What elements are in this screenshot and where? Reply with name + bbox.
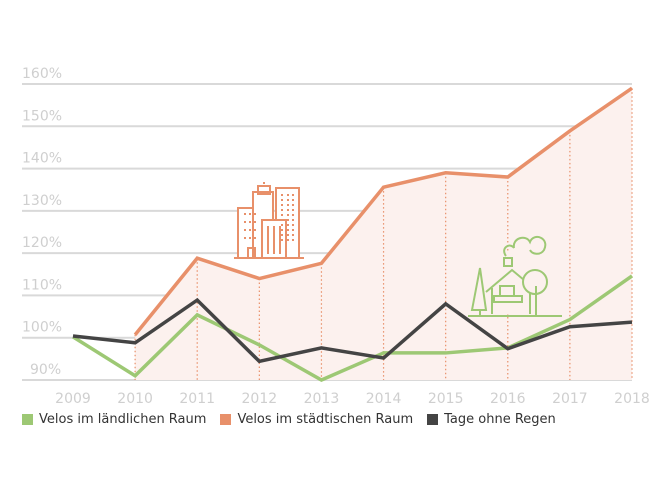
x-tick-label: 2017 — [552, 391, 588, 407]
y-tick-label: 110% — [22, 277, 62, 293]
legend-label: Velos im ländlichen Raum — [39, 412, 207, 427]
x-tick-label: 2016 — [490, 391, 526, 407]
y-tick-label: 130% — [22, 193, 62, 209]
legend-swatch — [427, 414, 439, 425]
y-tick-label: 120% — [22, 235, 62, 251]
legend-label: Tage ohne Regen — [444, 412, 556, 427]
legend-swatch — [22, 414, 33, 425]
x-tick-label: 2018 — [614, 391, 650, 407]
legend-label: Velos im städtischen Raum — [237, 412, 414, 427]
series-line-2 — [72, 297, 633, 364]
legend-item-rural: Velos im ländlichen Raum — [22, 412, 206, 427]
legend-swatch — [220, 414, 232, 425]
y-tick-label: 90% — [30, 362, 61, 378]
x-tick-label: 2009 — [55, 391, 91, 407]
x-tick-label: 2015 — [428, 391, 464, 407]
y-tick-label: 140% — [22, 151, 62, 167]
series-line-0 — [72, 274, 634, 382]
legend-item-urban: Velos im städtischen Raum — [220, 412, 413, 427]
y-tick-label: 150% — [22, 108, 62, 124]
x-tick-label: 2010 — [117, 391, 153, 407]
x-tick-label: 2011 — [179, 391, 215, 407]
legend: Velos im ländlichen Raum Velos im städti… — [22, 412, 570, 427]
y-tick-label: 100% — [22, 320, 62, 336]
x-tick-label: 2014 — [366, 391, 402, 407]
x-tick-label: 2012 — [242, 391, 278, 407]
legend-item-dry-days: Tage ohne Regen — [427, 412, 556, 427]
rural-house-icon — [466, 235, 562, 317]
x-tick-label: 2013 — [304, 391, 340, 407]
y-tick-label: 160% — [22, 66, 62, 82]
city-buildings-icon — [234, 182, 304, 259]
